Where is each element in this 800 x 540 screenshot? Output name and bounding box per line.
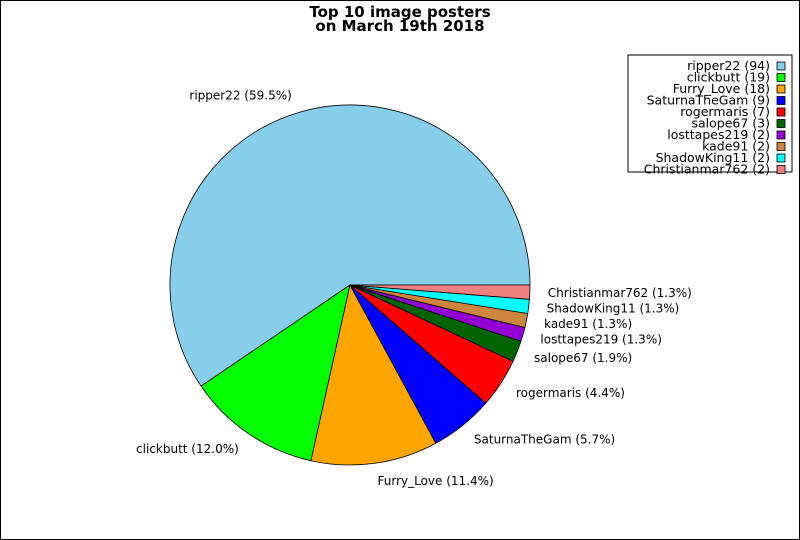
legend-swatch-kade91: [776, 142, 786, 151]
pie-labels: ripper22 (59.5%) clickbutt (12.0%) Furry_L…: [136, 89, 692, 488]
slice-label-salope67: salope67 (1.9%): [534, 351, 632, 365]
slice-label-kade91: kade91 (1.3%): [544, 317, 632, 331]
slice-label-saturnathegam: SaturnaTheGam (5.7%): [474, 433, 615, 447]
legend-swatch-saturnathegam: [776, 96, 786, 105]
legend-swatch-salope67: [776, 119, 786, 128]
legend-swatch-shadowking11: [776, 153, 786, 163]
slice-label-losttapes219: losttapes219 (1.3%): [540, 332, 662, 346]
legend-label-kade91: kade91 (2): [702, 139, 770, 154]
chart-title-line-2: on March 19th 2018: [315, 17, 484, 35]
legend-label-shadowking11: ShadowKing11 (2): [656, 150, 770, 165]
slice-label-rogermaris: rogermaris (4.4%): [516, 386, 625, 400]
legend-label-salope67: salope67 (3): [691, 116, 770, 131]
pie-slice-christianmar762: [349, 284, 531, 300]
legend-box: [627, 54, 793, 173]
legend: ripper22 (94)clickbutt (19)Furry_Love (1…: [627, 54, 793, 177]
legend-label-saturnathegam: SaturnaTheGam (9): [647, 93, 770, 108]
legend-label-ripper22: ripper22 (94): [687, 58, 770, 73]
legend-label-christianmar762: Christianmar762 (2): [644, 162, 770, 177]
slice-label-ripper22: ripper22 (59.5%): [189, 89, 291, 103]
legend-label-clickbutt: clickbutt (19): [687, 70, 770, 85]
legend-swatch-rogermaris: [776, 107, 786, 117]
legend-label-furry_love: Furry_Love (18): [673, 81, 770, 96]
legend-swatch-clickbutt: [776, 73, 786, 82]
slice-label-furry_love: Furry_Love (11.4%): [378, 474, 494, 488]
legend-swatch-christianmar762: [776, 165, 786, 174]
legend-swatch-ripper22: [776, 61, 786, 71]
pie-slice-ripper22: [169, 104, 531, 387]
chart-title-line-1: Top 10 image posters: [309, 3, 490, 21]
legend-label-losttapes219: losttapes219 (2): [667, 127, 770, 142]
slice-label-christianmar762: Christianmar762 (1.3%): [548, 286, 692, 300]
legend-swatch-losttapes219: [776, 130, 786, 140]
pie-slice-furry_love: [310, 284, 437, 466]
slice-label-shadowking11: ShadowKing11 (1.3%): [547, 302, 680, 316]
slice-label-clickbutt: clickbutt (12.0%): [136, 442, 239, 456]
legend-label-rogermaris: rogermaris (7): [680, 104, 770, 119]
pie-slice-clickbutt: [200, 284, 351, 462]
legend-swatch-furry_love: [776, 84, 786, 94]
pie-slices: [169, 104, 531, 466]
